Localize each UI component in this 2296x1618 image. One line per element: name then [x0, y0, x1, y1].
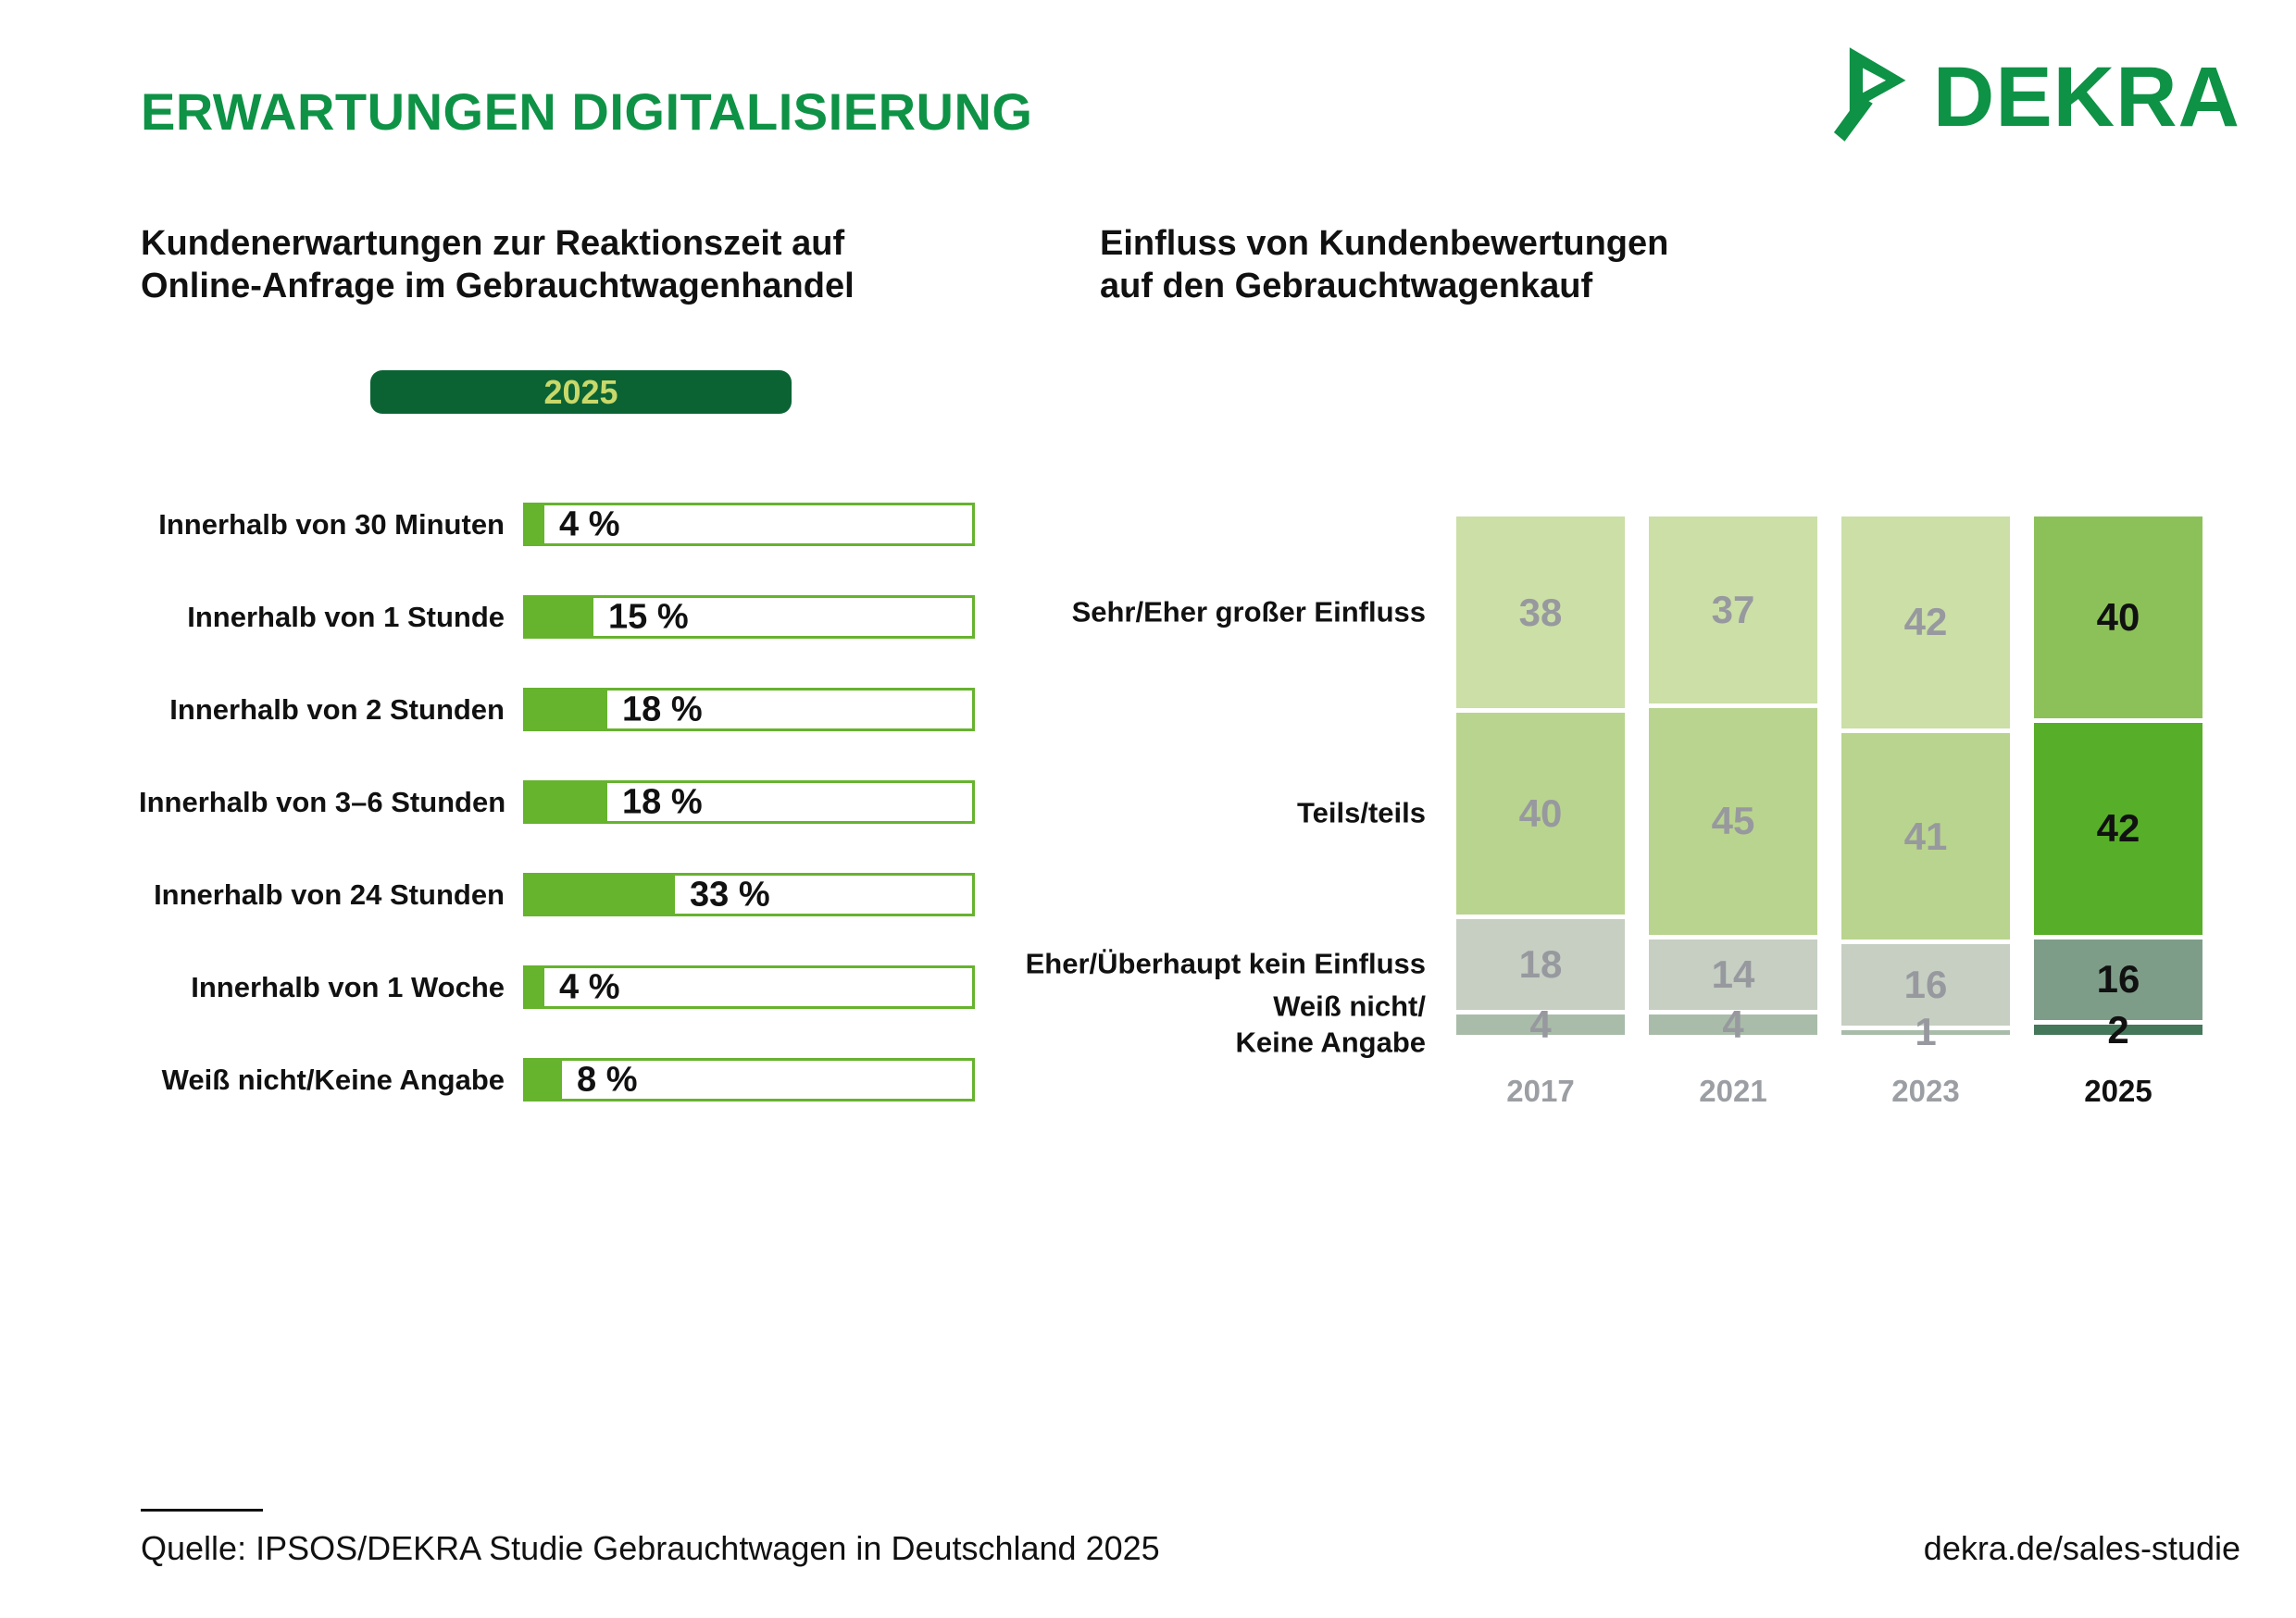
left-chart-title: Kundenerwartungen zur Reaktionszeit auf … [141, 222, 855, 308]
stacked-segment: 41 [1841, 732, 2010, 940]
year-axis-label: 2025 [2084, 1074, 2152, 1108]
year-axis-label: 2021 [1699, 1074, 1767, 1108]
page-title: ERWARTUNGEN DIGITALISIERUNG [141, 82, 1033, 141]
year-axis-label: 2023 [1891, 1074, 1960, 1108]
stacked-segment: 4 [1649, 1005, 1817, 1043]
left-chart-title-line1: Kundenerwartungen zur Reaktionszeit auf [141, 224, 845, 263]
bar-track: 18 % [523, 688, 975, 731]
right-chart-title: Einfluss von Kundenbewertungen auf den G… [1100, 222, 1668, 308]
series-label: Eher/Überhaupt kein Einfluss [1025, 947, 1426, 980]
bar-value: 18 % [622, 690, 703, 728]
bar-track: 33 % [523, 873, 975, 916]
stacked-segment: 38 [1456, 517, 1625, 709]
bar-fill [526, 783, 607, 821]
bar-row-label: Innerhalb von 1 Woche [191, 970, 505, 1003]
bar-fill [526, 1061, 562, 1099]
study-link[interactable]: dekra.de/sales-studie [1923, 1529, 2240, 1567]
year-axis-label: 2017 [1506, 1074, 1575, 1108]
series-label: Teils/teils [1297, 796, 1426, 829]
bar-fill [526, 691, 607, 728]
bar-fill [526, 598, 593, 636]
stacked-segment: 16 [2034, 939, 2202, 1021]
bar-fill [526, 968, 544, 1006]
stacked-segment: 40 [2034, 517, 2202, 718]
stacked-segment: 45 [1649, 707, 1817, 935]
stacked-column-2017: 38 40 18 4 [1456, 517, 1625, 1043]
bar-value: 8 % [577, 1060, 638, 1099]
bar-row: Innerhalb von 24 Stunden 33 % [139, 873, 977, 916]
bar-row: Weiß nicht/Keine Angabe 8 % [139, 1058, 977, 1101]
year-badge: 2025 [370, 370, 792, 414]
bar-fill [526, 876, 675, 914]
stacked-column-2023: 42 41 16 1 [1841, 517, 2010, 1053]
stacked-segment: 37 [1649, 517, 1817, 703]
stacked-segment: 1 [1841, 1011, 2010, 1053]
bar-row: Innerhalb von 3–6 Stunden 18 % [139, 780, 977, 824]
right-chart-title-line2: auf den Gebrauchtwagenkauf [1100, 267, 1593, 306]
stacked-column-2021: 37 45 14 4 [1649, 517, 1817, 1043]
stacked-segment: 42 [2034, 723, 2202, 935]
stacked-segment: 40 [1456, 713, 1625, 915]
bar-track: 18 % [523, 780, 975, 824]
series-label: Weiß nicht/ Keine Angabe [1235, 989, 1426, 1059]
bar-track: 8 % [523, 1058, 975, 1101]
bar-value: 33 % [690, 875, 770, 914]
stacked-segment: 2 [2034, 1010, 2202, 1049]
bar-row: Innerhalb von 1 Woche 4 % [139, 965, 977, 1009]
stacked-segment: 4 [1456, 1005, 1625, 1043]
bar-value: 18 % [622, 782, 703, 821]
right-chart-title-line1: Einfluss von Kundenbewertungen [1100, 224, 1669, 263]
dekra-logo: DEKRA [1833, 43, 2240, 151]
stacked-segment: 16 [1841, 944, 2010, 1026]
bar-row-label: Innerhalb von 3–6 Stunden [139, 785, 506, 818]
bar-fill [526, 505, 544, 543]
footer-rule [141, 1509, 263, 1512]
bar-row-label: Innerhalb von 24 Stunden [154, 877, 505, 911]
bar-row-label: Innerhalb von 2 Stunden [169, 692, 505, 726]
bar-track: 4 % [523, 965, 975, 1009]
stacked-column-2025: 40 42 16 2 [2034, 517, 2202, 1049]
left-chart-title-line2: Online-Anfrage im Gebrauchtwagenhandel [141, 267, 855, 306]
bar-track: 4 % [523, 503, 975, 546]
bar-row: Innerhalb von 30 Minuten 4 % [139, 503, 977, 546]
source-note: Quelle: IPSOS/DEKRA Studie Gebrauchtwage… [141, 1529, 1160, 1567]
stacked-segment: 42 [1841, 517, 2010, 728]
stacked-segment: 14 [1649, 939, 1817, 1011]
bar-row: Innerhalb von 2 Stunden 18 % [139, 688, 977, 731]
series-label: Sehr/Eher großer Einfluss [1071, 595, 1426, 629]
bar-track: 15 % [523, 595, 975, 639]
bar-value: 4 % [559, 504, 620, 543]
bar-value: 4 % [559, 967, 620, 1006]
dekra-chevron-icon [1833, 43, 1909, 151]
dekra-logo-text: DEKRA [1932, 49, 2240, 144]
bar-row-label: Innerhalb von 1 Stunde [187, 600, 505, 633]
bar-row-label: Weiß nicht/Keine Angabe [161, 1063, 505, 1096]
stacked-segment: 18 [1456, 919, 1625, 1011]
bar-row-label: Innerhalb von 30 Minuten [158, 507, 505, 541]
bar-value: 15 % [608, 597, 689, 636]
bar-row: Innerhalb von 1 Stunde 15 % [139, 595, 977, 639]
